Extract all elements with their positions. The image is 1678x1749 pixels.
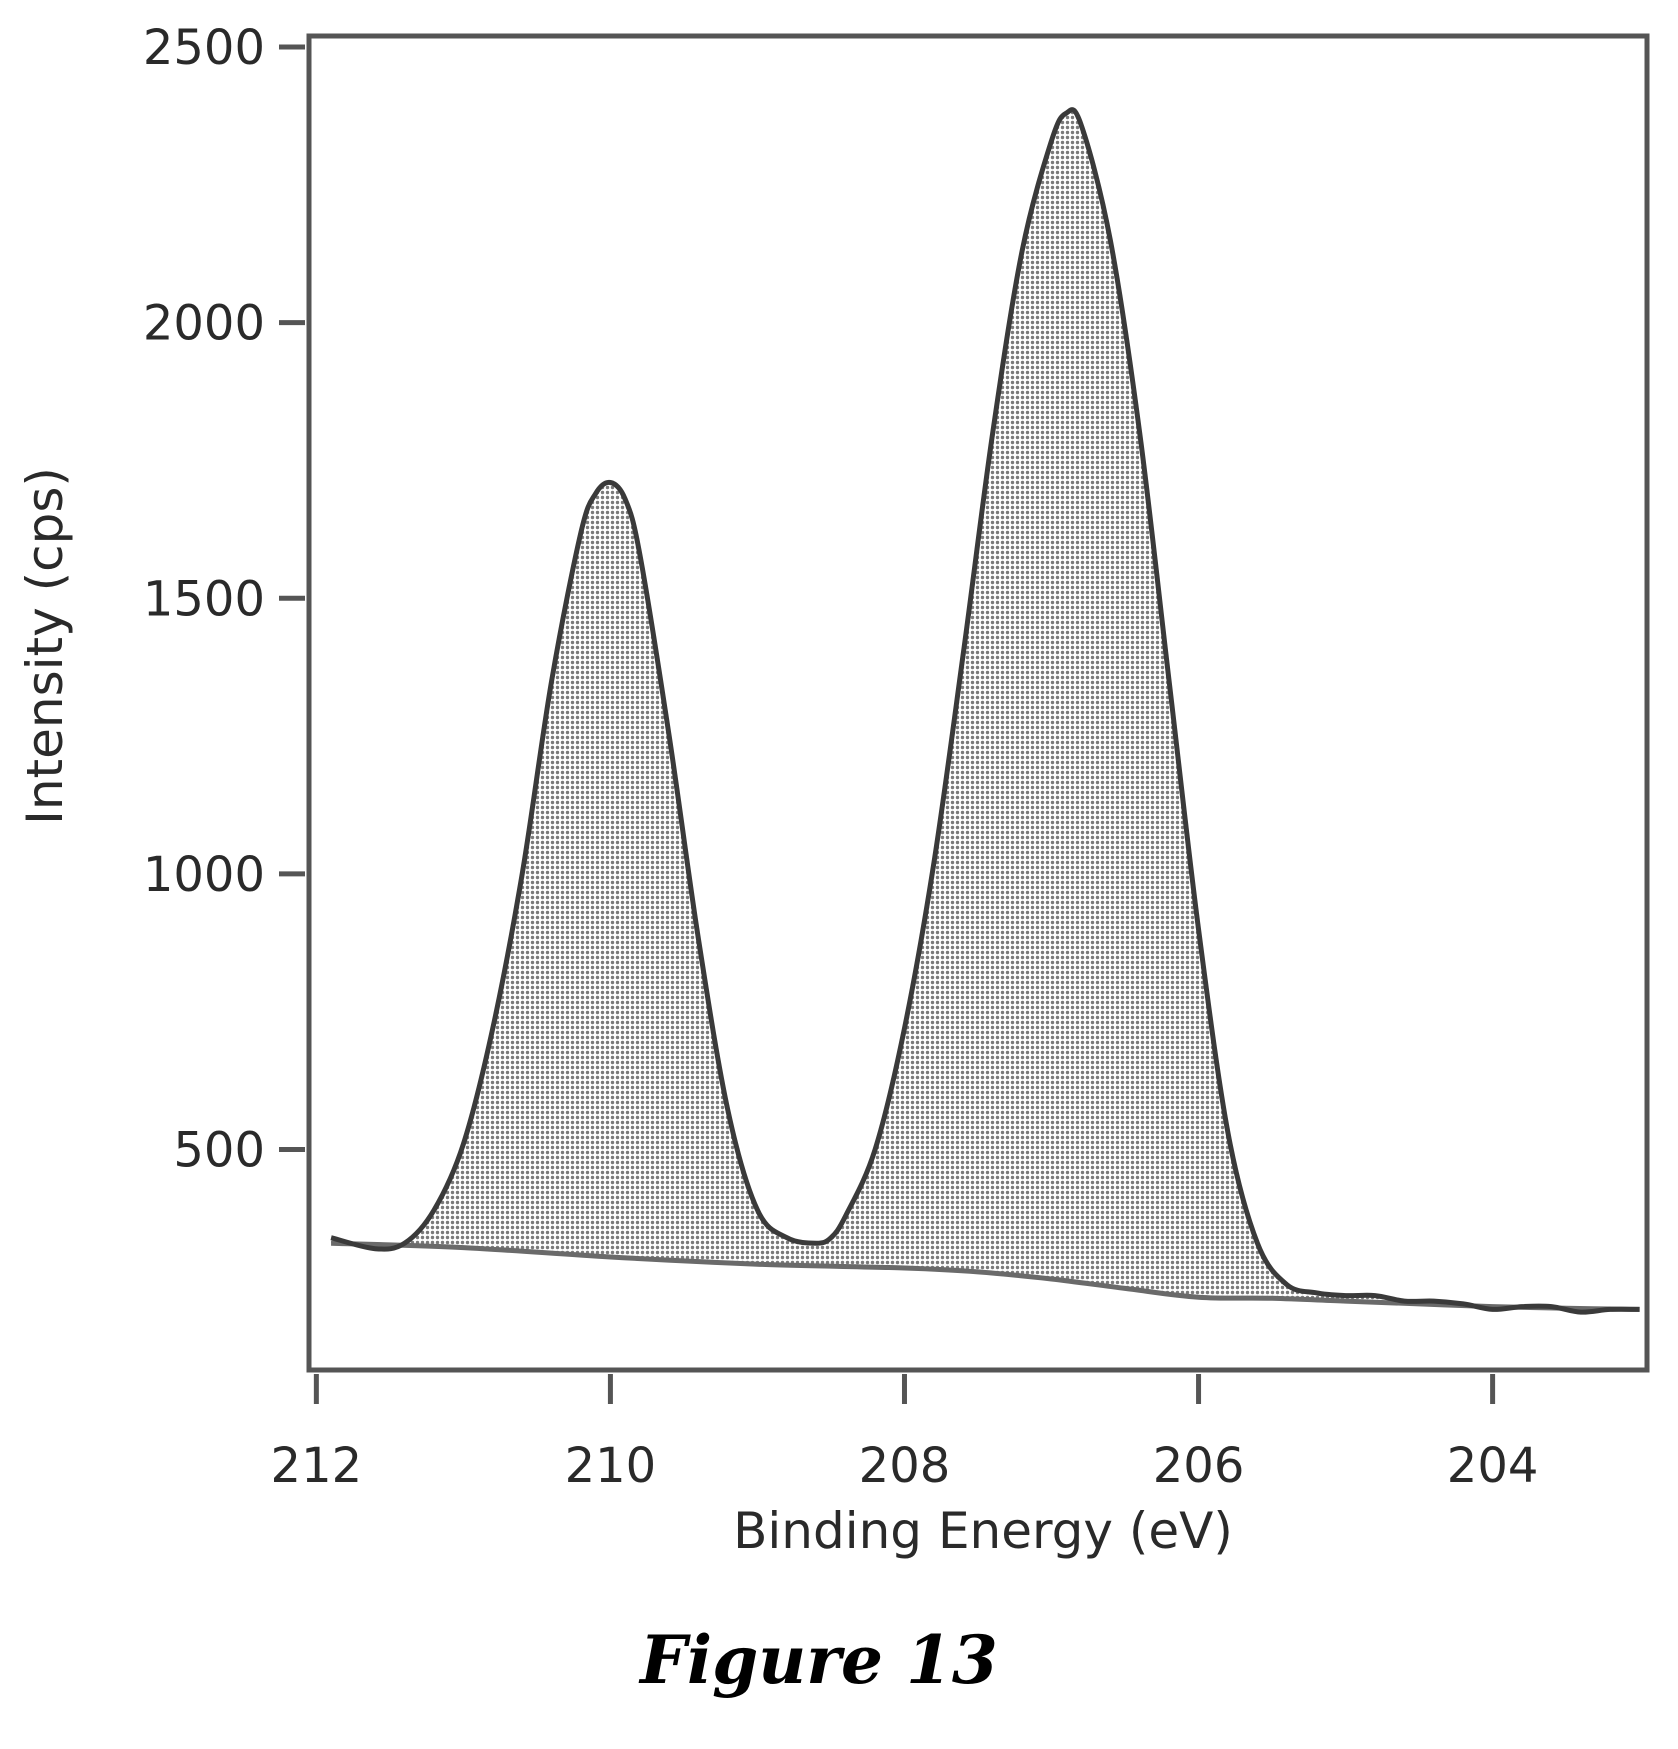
y-tick-label: 1000	[143, 847, 265, 903]
y-axis-title: Intensity (cps)	[16, 467, 74, 825]
x-tick-label: 206	[1153, 1438, 1245, 1494]
y-tick-label: 1500	[143, 571, 265, 627]
plot-frame	[306, 33, 1650, 1373]
y-axis-ticks: 500 1000 1500 2000 2500	[143, 20, 305, 1179]
x-axis-ticks: 212 210 208 206 204	[271, 1374, 1539, 1494]
x-tick-label: 204	[1447, 1438, 1539, 1494]
y-tick-label: 2500	[143, 20, 265, 76]
y-tick-label: 2000	[143, 296, 265, 352]
x-tick-label: 208	[859, 1438, 951, 1494]
x-tick-label: 210	[565, 1438, 657, 1494]
peak-area-fill	[331, 109, 1640, 1313]
x-tick-label: 212	[271, 1438, 363, 1494]
spectrum-series	[330, 107, 1640, 1315]
xps-spectrum-plot: 212 210 208 206 204 500 1000 1500 2000 2500	[143, 20, 1650, 1494]
x-axis-title: Binding Energy (eV)	[733, 1502, 1233, 1560]
baseline-series	[331, 1240, 1640, 1312]
y-tick-label: 500	[173, 1123, 265, 1179]
figure-caption: Figure 13	[638, 1621, 998, 1699]
